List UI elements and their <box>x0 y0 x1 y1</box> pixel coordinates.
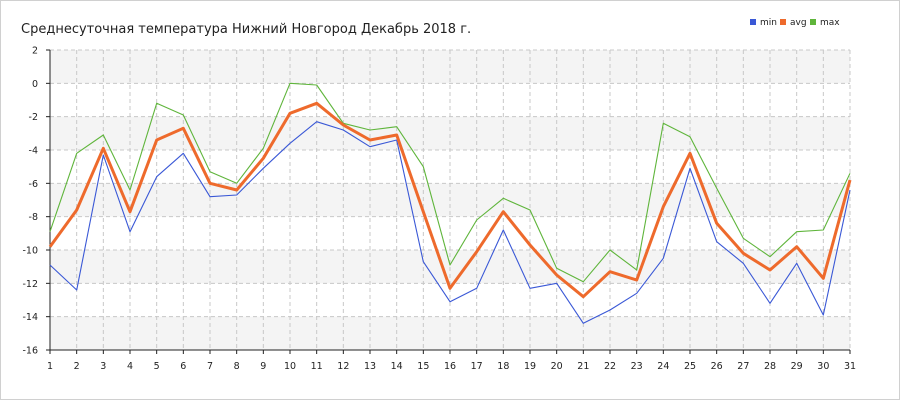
x-tick-label: 21 <box>577 361 589 372</box>
x-tick-label: 5 <box>154 361 160 372</box>
legend-label-min: min <box>760 18 777 28</box>
x-tick-label: 9 <box>260 361 266 372</box>
y-tick-label: -16 <box>22 346 38 357</box>
x-tick-label: 10 <box>284 361 296 372</box>
x-tick-label: 12 <box>337 361 349 372</box>
legend-swatch-avg <box>780 19 786 25</box>
x-tick-label: 24 <box>657 361 669 372</box>
series-line-avg <box>48 101 852 299</box>
x-tick-label: 22 <box>604 361 616 372</box>
x-tick-label: 6 <box>180 361 186 372</box>
series-lines <box>48 82 852 324</box>
y-tick-label: -6 <box>29 179 38 190</box>
x-tick-label: 4 <box>127 361 133 372</box>
x-tick-label: 17 <box>471 361 483 372</box>
y-tick-labels: 2 0 -2 -4 -6 -8 -10 -12 -14 -16 <box>22 46 38 357</box>
y-tick-label: -10 <box>22 246 38 257</box>
legend-swatch-min <box>750 19 756 25</box>
x-tick-label: 13 <box>364 361 376 372</box>
y-tick-label: -12 <box>22 279 38 290</box>
chart-title: Среднесуточная температура Нижний Новгор… <box>21 22 471 37</box>
x-tick-label: 20 <box>551 361 563 372</box>
x-tick-label: 11 <box>311 361 323 372</box>
x-tick-label: 16 <box>444 361 456 372</box>
axes <box>46 49 851 354</box>
legend-swatch-max <box>810 19 816 25</box>
x-tick-label: 23 <box>631 361 643 372</box>
series-line-min <box>49 121 851 324</box>
x-tick-label: 8 <box>234 361 240 372</box>
y-tick-label: -8 <box>29 212 38 223</box>
y-tick-label: 2 <box>32 46 38 57</box>
x-tick-labels: 1 2 3 4 5 6 7 8 9 10 11 12 13 14 15 16 17 18 19 20 21 22 23 24 2… <box>47 361 856 372</box>
y-tick-label: -14 <box>22 312 38 323</box>
x-tick-label: 3 <box>100 361 106 372</box>
legend: min avg max <box>750 18 840 28</box>
x-tick-label: 18 <box>497 361 509 372</box>
x-tick-label: 26 <box>711 361 723 372</box>
legend-label-max: max <box>820 18 840 28</box>
x-tick-label: 30 <box>817 361 829 372</box>
x-tick-label: 19 <box>524 361 536 372</box>
x-tick-label: 25 <box>684 361 696 372</box>
x-tick-label: 31 <box>844 361 856 372</box>
series-line-max <box>49 82 851 283</box>
y-tick-label: 0 <box>32 79 38 90</box>
legend-label-avg: avg <box>790 18 807 28</box>
x-tick-label: 1 <box>47 361 53 372</box>
x-tick-label: 28 <box>764 361 776 372</box>
x-tick-label: 29 <box>791 361 803 372</box>
y-tick-label: -2 <box>29 112 38 123</box>
x-tick-label: 27 <box>737 361 749 372</box>
y-tick-label: -4 <box>29 146 38 157</box>
x-tick-label: 2 <box>74 361 80 372</box>
x-tick-label: 14 <box>391 361 403 372</box>
x-tick-label: 15 <box>417 361 429 372</box>
x-tick-label: 7 <box>207 361 213 372</box>
